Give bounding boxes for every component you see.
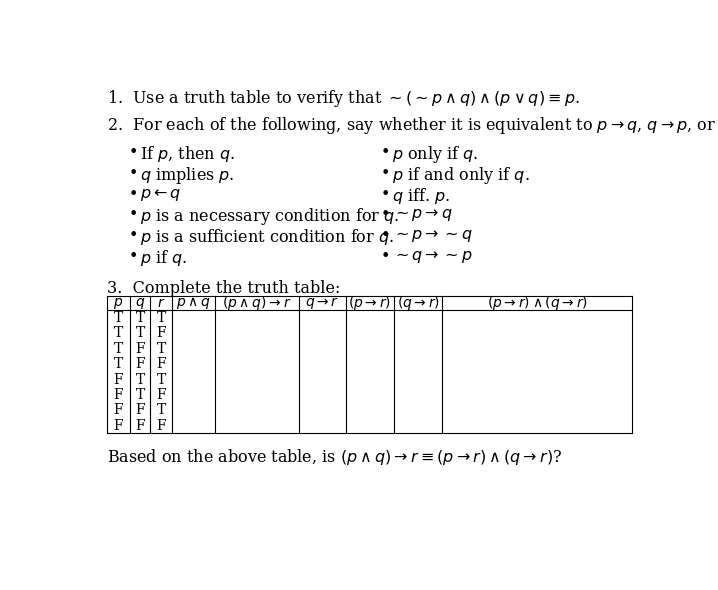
Text: F: F: [135, 404, 145, 417]
Text: 1.  Use a truth table to verify that $\sim (\sim p \wedge q) \wedge (p \vee q) \: 1. Use a truth table to verify that $\si…: [107, 88, 579, 109]
Text: $q$ implies $p$.: $q$ implies $p$.: [140, 165, 235, 186]
Text: $q$ iff. $p$.: $q$ iff. $p$.: [392, 185, 450, 205]
Text: T: T: [136, 372, 145, 386]
Text: T: T: [136, 388, 145, 402]
Text: •: •: [129, 144, 138, 161]
Text: T: T: [113, 326, 123, 340]
Text: $r$: $r$: [157, 296, 165, 310]
Text: F: F: [157, 419, 166, 433]
Text: $\sim p \rightarrow q$: $\sim p \rightarrow q$: [392, 206, 453, 224]
Text: 3.  Complete the truth table:: 3. Complete the truth table:: [107, 280, 340, 297]
Text: T: T: [136, 326, 145, 340]
Text: T: T: [157, 342, 166, 356]
Text: T: T: [113, 357, 123, 371]
Text: •: •: [129, 227, 138, 244]
Text: $p$ if and only if $q$.: $p$ if and only if $q$.: [392, 165, 530, 186]
Text: F: F: [113, 419, 123, 433]
Text: $p$ is a necessary condition for $q$.: $p$ is a necessary condition for $q$.: [140, 206, 399, 227]
Text: $(q\rightarrow r)$: $(q\rightarrow r)$: [397, 294, 440, 312]
Text: •: •: [381, 248, 390, 265]
Text: T: T: [113, 342, 123, 356]
Text: $(p\rightarrow r)\wedge(q\rightarrow r)$: $(p\rightarrow r)\wedge(q\rightarrow r)$: [487, 294, 588, 312]
Text: $p\wedge q$: $p\wedge q$: [176, 296, 211, 312]
Text: F: F: [113, 388, 123, 402]
Text: •: •: [129, 206, 138, 224]
Text: 2.  For each of the following, say whether it is equivalent to $p \rightarrow q$: 2. For each of the following, say whethe…: [107, 116, 718, 136]
Text: •: •: [381, 227, 390, 244]
Text: F: F: [113, 372, 123, 386]
Text: $p$ only if $q$.: $p$ only if $q$.: [392, 144, 478, 165]
Text: T: T: [113, 311, 123, 325]
Text: $q\rightarrow r$: $q\rightarrow r$: [305, 296, 340, 312]
Text: F: F: [157, 326, 166, 340]
Text: T: T: [136, 311, 145, 325]
Text: T: T: [157, 404, 166, 417]
Text: $\sim p \rightarrow{\sim} q$: $\sim p \rightarrow{\sim} q$: [392, 227, 472, 244]
Text: F: F: [135, 419, 145, 433]
Text: $p$ is a sufficient condition for $q$.: $p$ is a sufficient condition for $q$.: [140, 227, 394, 247]
Text: T: T: [157, 311, 166, 325]
Text: •: •: [381, 144, 390, 161]
Text: F: F: [113, 404, 123, 417]
Text: •: •: [381, 206, 390, 224]
Text: F: F: [135, 357, 145, 371]
Text: $(p\wedge q)\rightarrow r$: $(p\wedge q)\rightarrow r$: [223, 294, 292, 312]
Text: If $p$, then $q$.: If $p$, then $q$.: [140, 144, 236, 164]
Text: $q$: $q$: [135, 296, 145, 311]
Text: •: •: [129, 248, 138, 265]
Text: $p \leftarrow q$: $p \leftarrow q$: [140, 185, 182, 202]
Text: F: F: [157, 357, 166, 371]
Text: •: •: [381, 185, 390, 202]
Text: $(p\rightarrow r)$: $(p\rightarrow r)$: [348, 294, 391, 312]
Text: F: F: [157, 388, 166, 402]
Text: •: •: [129, 165, 138, 182]
Text: T: T: [157, 372, 166, 386]
Text: F: F: [135, 342, 145, 356]
Text: •: •: [381, 165, 390, 182]
Text: $p$: $p$: [113, 296, 123, 311]
Text: $\sim q \rightarrow{\sim} p$: $\sim q \rightarrow{\sim} p$: [392, 248, 472, 265]
Text: •: •: [129, 185, 138, 202]
Text: Based on the above table, is $(p \wedge q) \rightarrow r \equiv (p \rightarrow r: Based on the above table, is $(p \wedge …: [107, 447, 562, 467]
Text: $p$ if $q$.: $p$ if $q$.: [140, 248, 187, 268]
